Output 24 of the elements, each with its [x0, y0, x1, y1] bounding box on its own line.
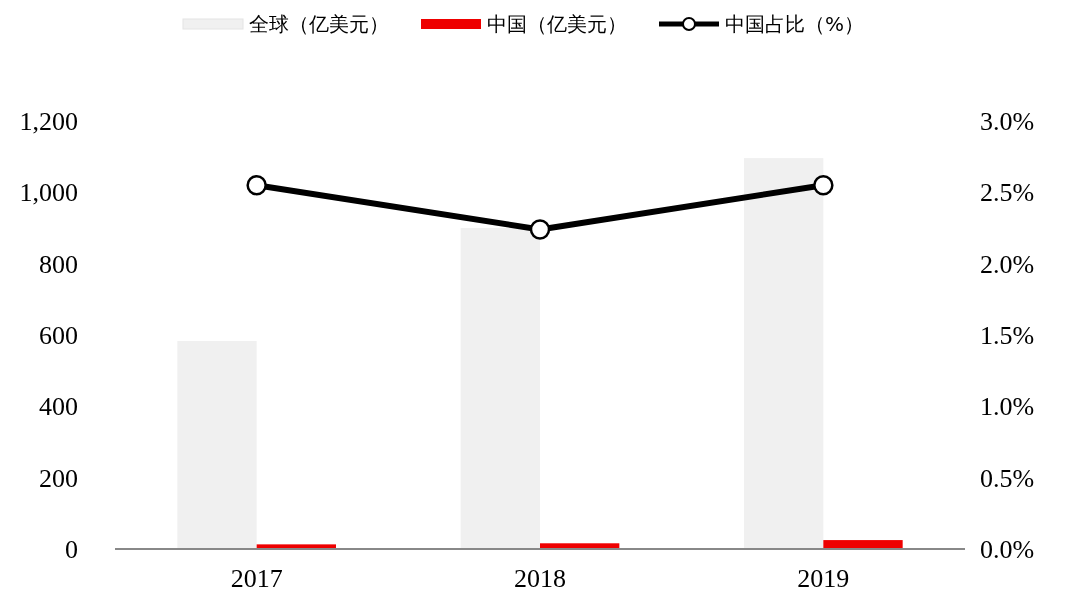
y-tick-label: 0 — [65, 535, 78, 565]
legend-label: 中国（亿美元） — [487, 12, 627, 36]
y-tick-label: 400 — [39, 392, 78, 422]
x-tick-label: 2019 — [797, 564, 850, 593]
bar — [744, 158, 824, 549]
y2-tick-label: 2.5% — [980, 178, 1035, 208]
bar — [460, 228, 540, 549]
y-tick-label: 200 — [39, 463, 78, 493]
x-tick-label: 2018 — [514, 564, 566, 593]
x-tick-label: 2017 — [230, 564, 283, 593]
y-tick-label: 800 — [39, 249, 78, 279]
y2-tick-label: 3.0% — [980, 107, 1035, 137]
y2-tick-label: 1.0% — [980, 392, 1035, 422]
legend-label: 中国占比（%） — [725, 12, 865, 36]
bar — [177, 341, 257, 549]
y-tick-label: 600 — [39, 321, 78, 351]
bar — [823, 540, 903, 549]
legend-label: 全球（亿美元） — [249, 12, 389, 36]
y-tick-label: 1,200 — [19, 107, 78, 137]
y2-tick-label: 1.5% — [980, 321, 1035, 351]
y2-tick-label: 0.0% — [980, 535, 1035, 565]
y2-tick-label: 2.0% — [980, 249, 1035, 279]
y2-tick-label: 0.5% — [980, 463, 1035, 493]
y-tick-label: 1,000 — [19, 178, 78, 208]
